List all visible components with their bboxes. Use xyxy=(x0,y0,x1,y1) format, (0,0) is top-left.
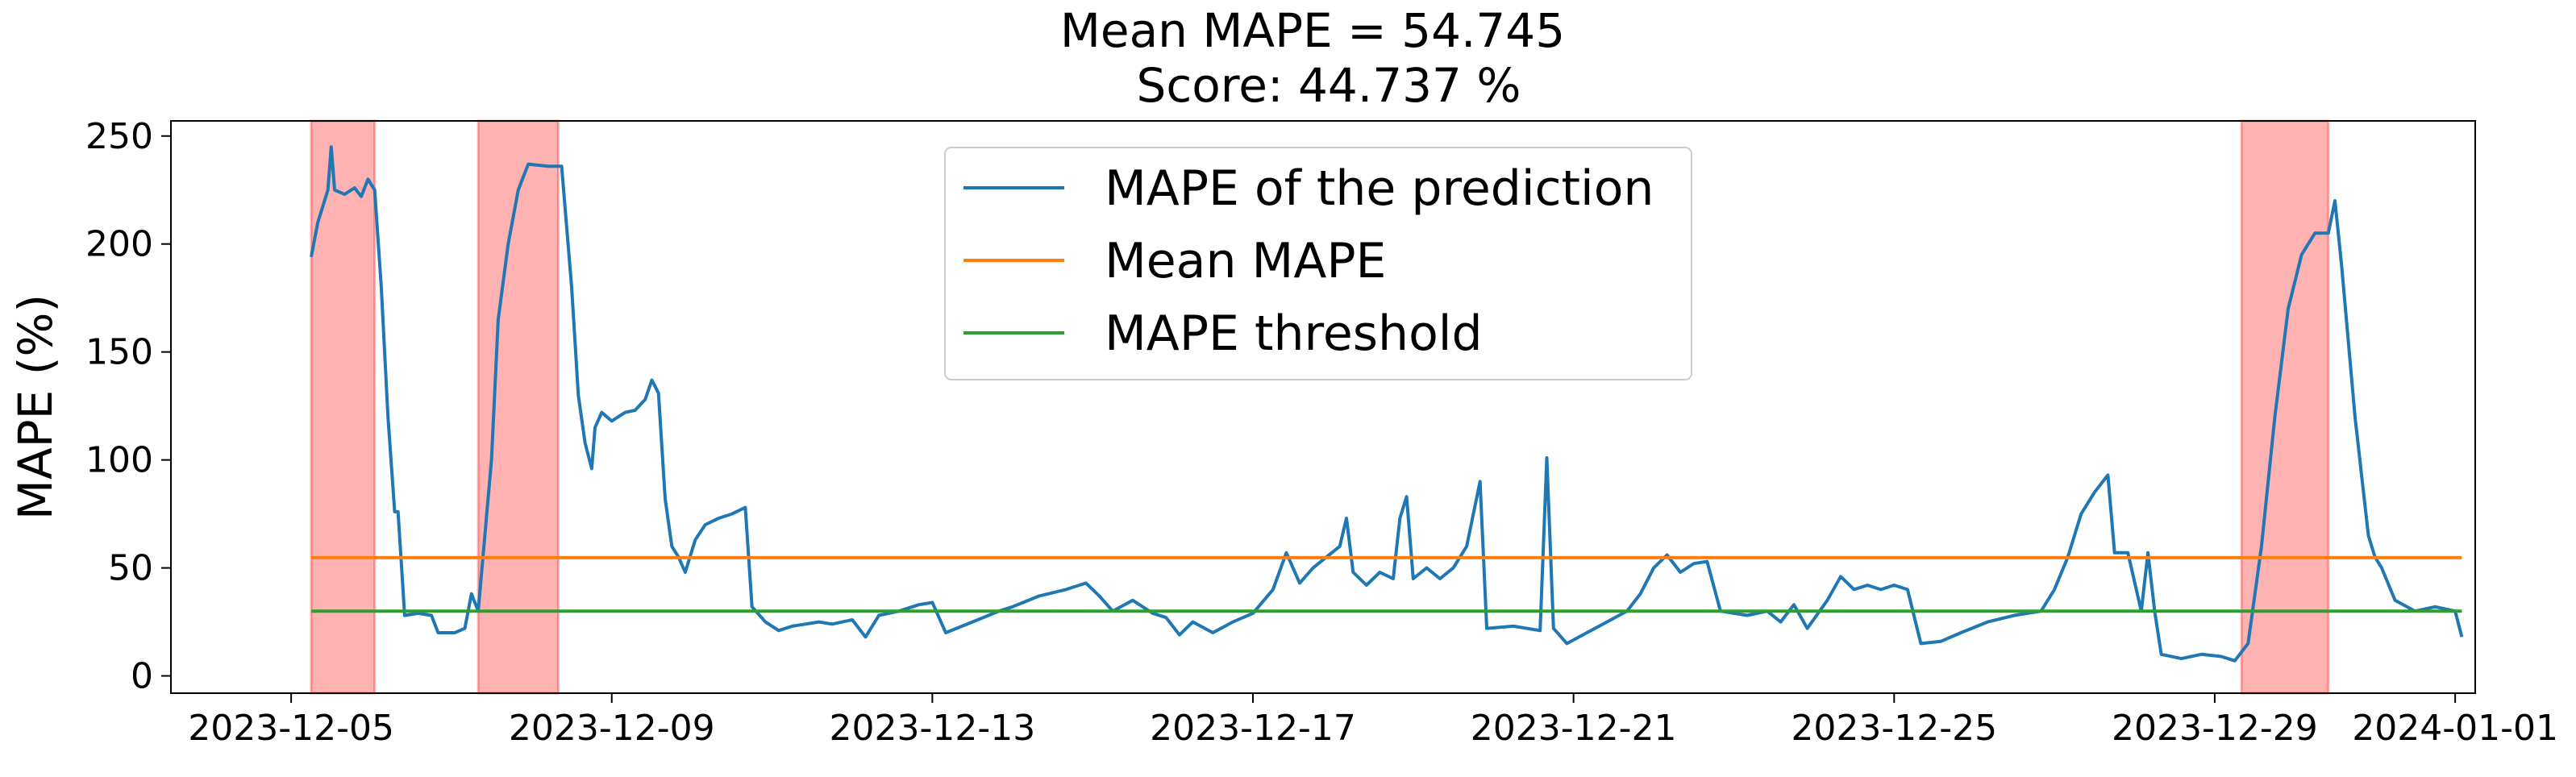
y-tick-label: 0 xyxy=(131,656,153,697)
x-tick-label: 2023-12-13 xyxy=(830,708,1036,749)
legend-box xyxy=(944,147,1692,380)
y-tick-label: 200 xyxy=(85,224,153,265)
plot-area-frame xyxy=(170,120,2476,694)
prediction-line xyxy=(310,145,2464,663)
y-tick-label: 250 xyxy=(85,116,153,157)
x-tick-label: 2023-12-05 xyxy=(188,708,394,749)
legend-label: MAPE of the prediction xyxy=(1105,160,1654,217)
x-tick-label: 2023-12-25 xyxy=(1791,708,1997,749)
x-tick-label: 2024-01-01 xyxy=(2352,708,2558,749)
chart-subtitle: Score: 44.737 % xyxy=(1137,58,1521,113)
legend-label: MAPE threshold xyxy=(1105,305,1483,362)
highlight-region xyxy=(310,119,377,695)
x-tick-label: 2023-12-17 xyxy=(1150,708,1356,749)
x-tick-label: 2023-12-21 xyxy=(1471,708,1677,749)
y-tick-label: 50 xyxy=(108,548,153,589)
x-axis: 2023-12-05 2023-12-09 2023-12-13 2023-12-17… xyxy=(188,693,2558,749)
y-tick-label: 100 xyxy=(85,440,153,481)
x-tick-label: 2023-12-29 xyxy=(2112,708,2318,749)
series-lines xyxy=(310,145,2464,663)
y-axis: 0 50 100 150 200 250 xyxy=(85,116,171,697)
legend: MAPE of the prediction Mean MAPE MAPE thre… xyxy=(944,147,1692,380)
x-tick-label: 2023-12-09 xyxy=(509,708,715,749)
y-axis-label: MAPE (%) xyxy=(8,294,63,520)
highlight-region xyxy=(476,119,560,695)
chart-title: Mean MAPE = 54.745 xyxy=(1060,3,1565,58)
y-tick-label: 150 xyxy=(85,332,153,373)
legend-label: Mean MAPE xyxy=(1105,233,1386,289)
